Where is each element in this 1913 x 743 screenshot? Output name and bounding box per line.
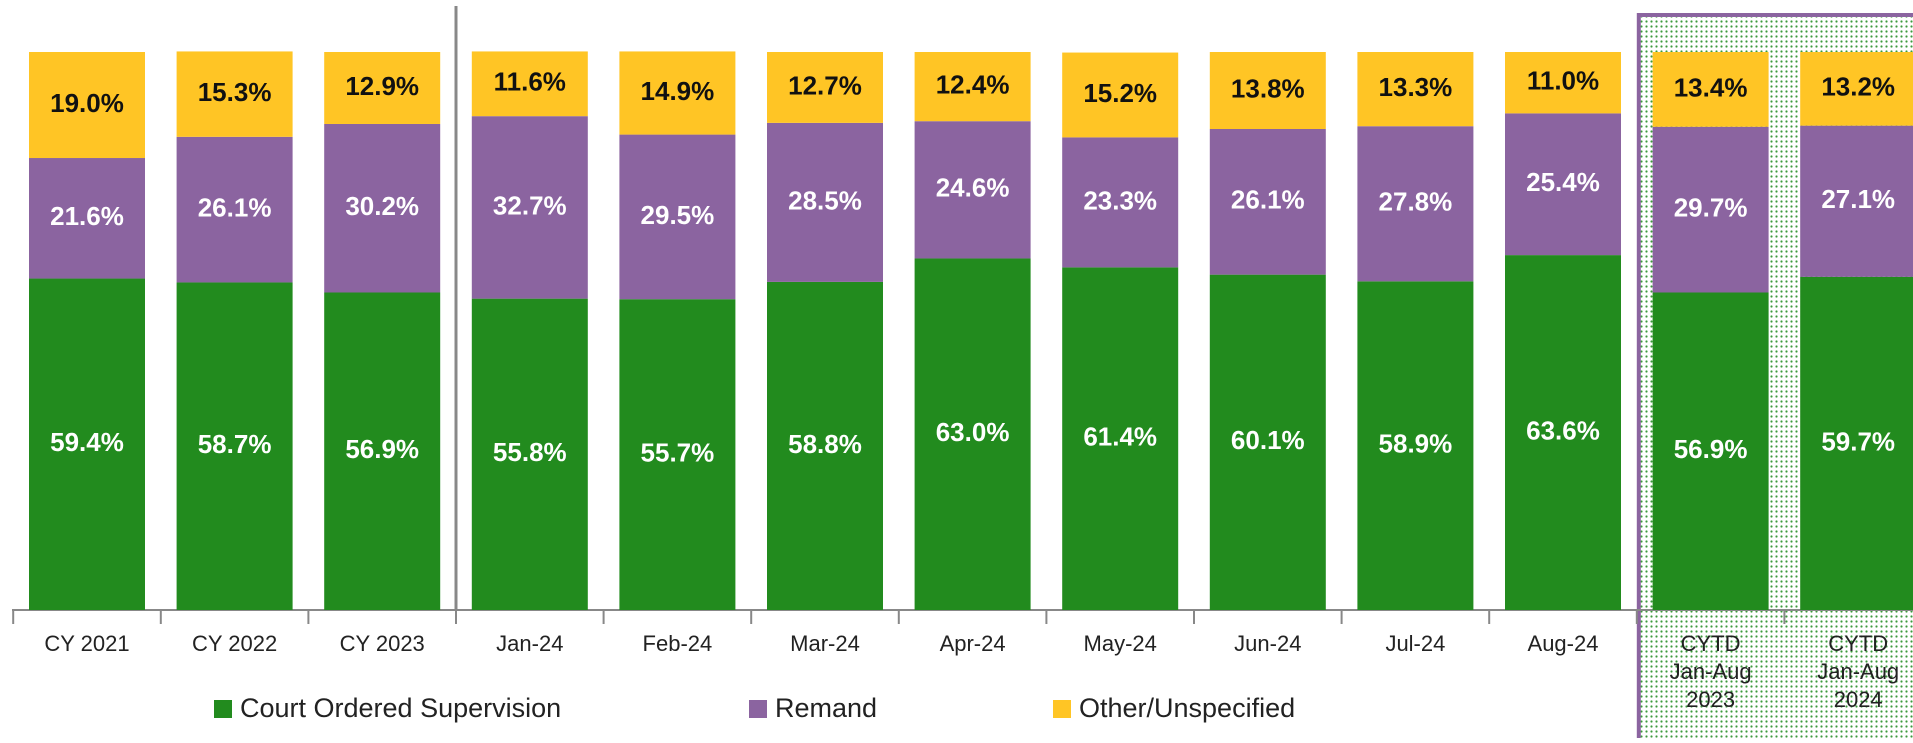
bar-segment — [1062, 137, 1179, 268]
x-tick-label: CYTD Jan-Aug 2024 — [1817, 631, 1899, 712]
value-label: 26.1% — [198, 193, 272, 223]
value-label: 14.9% — [641, 76, 715, 106]
legend-label: Court Ordered Supervision — [240, 693, 561, 723]
bar-segment — [1357, 126, 1474, 282]
bar-segment — [1062, 267, 1179, 610]
value-label: 56.9% — [1674, 434, 1748, 464]
bar-segment — [176, 282, 293, 610]
bar-segment — [324, 292, 441, 610]
bar-segment — [1357, 281, 1474, 610]
value-label: 55.8% — [493, 437, 567, 467]
value-label: 63.0% — [936, 417, 1010, 447]
bar-segment — [29, 278, 145, 610]
value-label: 58.8% — [788, 429, 862, 459]
bar-segment — [176, 136, 293, 283]
legend-marker — [749, 700, 767, 718]
bar-segment — [1652, 52, 1769, 127]
bar-segment — [1652, 126, 1769, 293]
value-label: 13.3% — [1379, 72, 1453, 102]
bar-segment — [176, 51, 293, 137]
value-label: 21.6% — [50, 201, 124, 231]
bar-segment — [914, 52, 1031, 122]
bar-segment — [1209, 274, 1326, 610]
value-label: 59.4% — [50, 427, 124, 457]
bar-segment — [324, 123, 441, 293]
value-label: 27.8% — [1379, 187, 1453, 217]
bar-segment — [767, 281, 883, 610]
bar-segment — [619, 51, 736, 135]
value-label: 58.9% — [1379, 429, 1453, 459]
legend-label: Remand — [775, 693, 877, 723]
value-label: 13.2% — [1821, 72, 1895, 102]
bar-segment — [324, 52, 441, 124]
value-label: 58.7% — [198, 429, 272, 459]
bar-segment — [1800, 52, 1913, 126]
value-label: 27.1% — [1821, 184, 1895, 214]
value-label: 11.0% — [1527, 66, 1599, 96]
value-label: 25.4% — [1526, 167, 1600, 197]
x-tick-label: Feb-24 — [643, 631, 713, 656]
value-label: 30.2% — [345, 191, 419, 221]
bar-segment — [29, 158, 145, 279]
value-label: 29.7% — [1674, 193, 1748, 223]
value-label: 12.7% — [788, 70, 862, 100]
bar-segment — [1357, 52, 1474, 127]
bar-segment — [471, 51, 588, 117]
value-label: 12.4% — [936, 69, 1010, 99]
value-label: 32.7% — [493, 190, 567, 220]
bar-segment — [471, 298, 588, 610]
value-label: 15.2% — [1083, 78, 1157, 108]
value-label: 15.3% — [198, 77, 272, 107]
value-label: 63.6% — [1526, 415, 1600, 445]
x-tick-label: Jun-24 — [1234, 631, 1301, 656]
bar-segment — [1505, 52, 1621, 114]
value-label: 29.5% — [641, 200, 715, 230]
bar-segment — [1505, 113, 1621, 256]
value-label: 12.9% — [345, 71, 419, 101]
value-label: 26.1% — [1231, 185, 1305, 215]
x-tick-label: Mar-24 — [790, 631, 860, 656]
bar-segment — [767, 52, 883, 123]
value-label: 28.5% — [788, 185, 862, 215]
bar-segment — [29, 52, 145, 159]
value-label: 56.9% — [345, 434, 419, 464]
bar-segment — [619, 134, 736, 300]
value-label: 59.7% — [1821, 426, 1895, 456]
legend-label: Other/Unspecified — [1079, 693, 1295, 723]
x-tick-label: May-24 — [1084, 631, 1157, 656]
bar-segment — [1209, 129, 1326, 275]
bar-segment — [914, 258, 1031, 610]
bar-segment — [619, 299, 736, 610]
x-tick-label: CY 2023 — [340, 631, 425, 656]
value-label: 60.1% — [1231, 425, 1305, 455]
value-label: 11.6% — [494, 67, 566, 97]
x-tick-label: CYTD Jan-Aug 2023 — [1670, 631, 1752, 712]
legend-marker — [214, 700, 232, 718]
value-label: 55.7% — [641, 437, 715, 467]
x-tick-label: CY 2022 — [192, 631, 277, 656]
bar-segment — [1209, 52, 1326, 130]
bar-segment — [1800, 125, 1913, 277]
x-tick-label: Apr-24 — [940, 631, 1006, 656]
value-label: 13.4% — [1674, 72, 1748, 102]
bar-segment — [914, 121, 1031, 259]
value-label: 61.4% — [1083, 422, 1157, 452]
value-label: 23.3% — [1083, 185, 1157, 215]
x-tick-label: CY 2021 — [44, 631, 129, 656]
bar-segment — [1505, 255, 1621, 610]
bar-segment — [471, 116, 588, 299]
legend-marker — [1053, 700, 1071, 718]
value-label: 24.6% — [936, 173, 1010, 203]
x-tick-label: Aug-24 — [1528, 631, 1599, 656]
value-label: 19.0% — [50, 88, 124, 118]
bar-segment — [1800, 276, 1913, 610]
x-tick-label: Jan-24 — [496, 631, 563, 656]
bar-segment — [767, 122, 883, 282]
bar-segment — [1062, 52, 1179, 138]
value-label: 13.8% — [1231, 73, 1305, 103]
x-tick-label: Jul-24 — [1385, 631, 1445, 656]
bar-segment — [1652, 292, 1769, 610]
